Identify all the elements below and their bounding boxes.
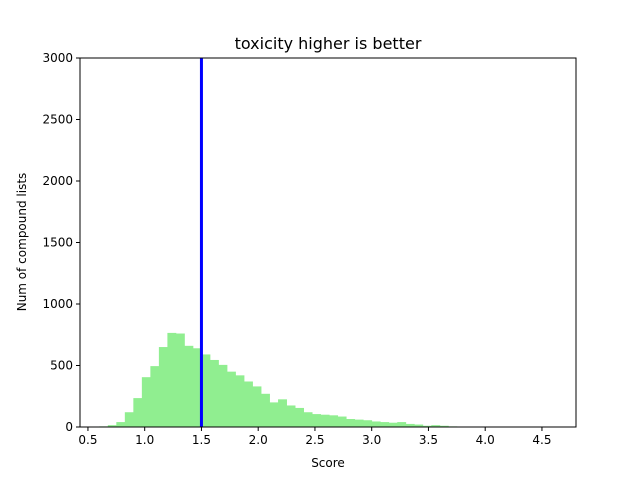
y-tick-label: 3000 [42,51,73,65]
histogram-bar [397,422,406,427]
histogram-bar [235,375,244,427]
histogram-bar [184,346,193,427]
histogram-bar [389,423,398,427]
histogram-bar [380,422,389,427]
y-tick-label: 1500 [42,236,73,250]
histogram-bar [261,394,270,427]
x-tick-label: 1.0 [135,433,154,447]
x-tick-label: 3.5 [419,433,438,447]
x-tick-label: 2.5 [305,433,324,447]
histogram-bar [176,334,185,427]
histogram-bar [346,419,355,427]
histogram-bar [363,420,372,427]
histogram-bar [278,399,287,427]
y-axis-label: Num of compound lists [15,173,29,312]
histogram-bar [159,347,168,427]
histogram-bar [253,386,262,427]
histogram-bar [125,412,134,427]
y-tick-label: 1000 [42,297,73,311]
histogram-bar [295,408,304,427]
histogram-bar [218,365,227,427]
x-tick-label: 4.0 [476,433,495,447]
histogram-bar [304,412,313,427]
histogram-bar [210,360,219,427]
histogram-bar [133,398,142,427]
histogram-bar [287,405,296,427]
histogram-bar [270,402,279,427]
x-tick-label: 0.5 [78,433,97,447]
x-tick-label: 1.5 [192,433,211,447]
histogram-bar [227,372,236,427]
histogram-bar [150,366,159,427]
x-tick-label: 3.0 [362,433,381,447]
histogram-bar [372,421,381,427]
histogram-bar [244,381,253,427]
histogram-bar [312,414,321,427]
chart-title: toxicity higher is better [235,34,422,53]
y-tick-label: 2500 [42,113,73,127]
y-tick-label: 2000 [42,174,73,188]
histogram-bar [338,417,347,427]
histogram-bar [167,333,176,427]
histogram-bar [329,415,338,427]
y-tick-label: 0 [65,420,73,434]
histogram-bar [142,377,151,427]
histogram-bar [116,422,125,427]
histogram-bar [321,415,330,427]
x-tick-label: 4.5 [532,433,551,447]
x-tick-label: 2.0 [249,433,268,447]
histogram-bar [355,420,364,427]
y-tick-label: 500 [50,359,73,373]
x-axis-label: Score [311,456,345,470]
